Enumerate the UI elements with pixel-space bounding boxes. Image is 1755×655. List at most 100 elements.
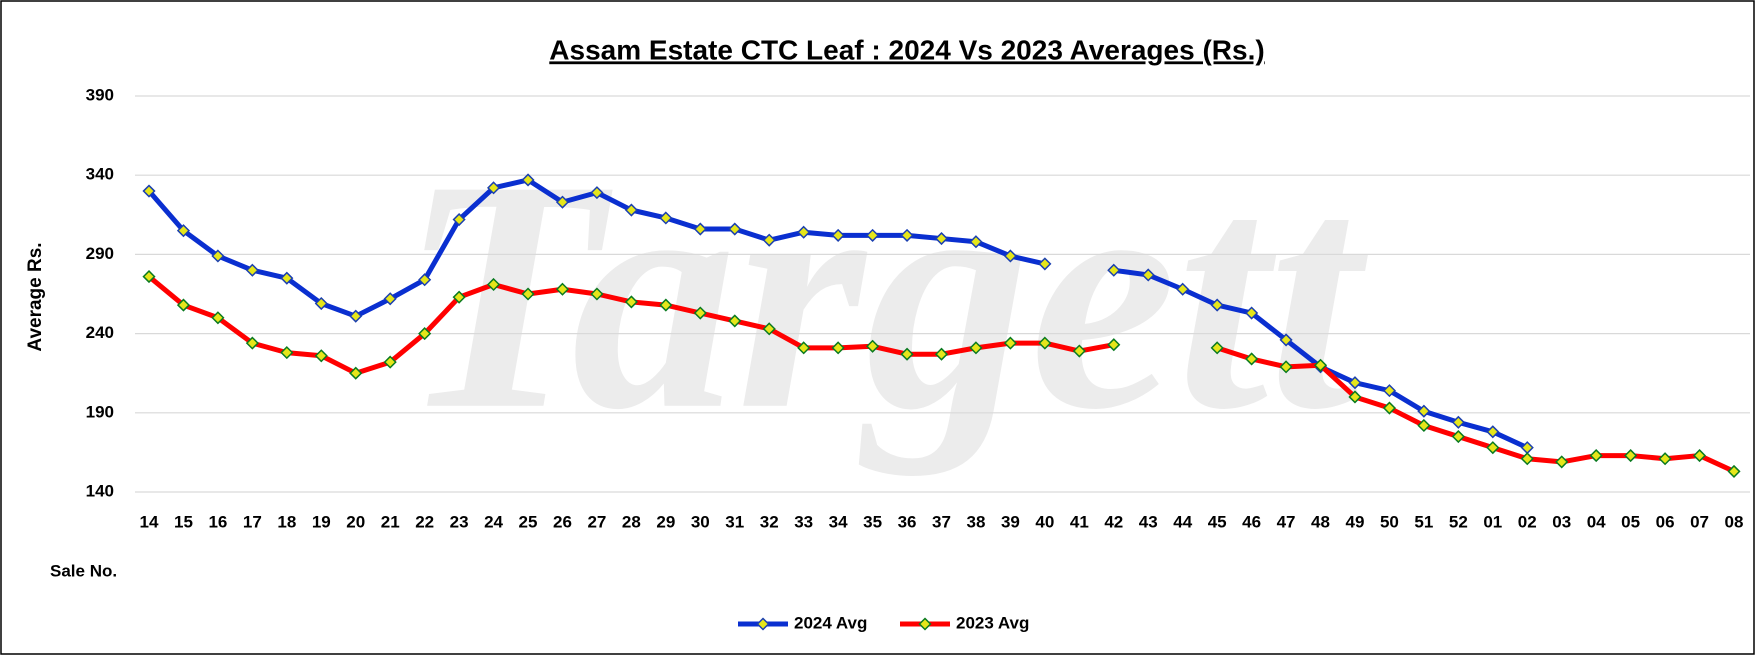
marker (521, 287, 535, 301)
x-tick-label: 21 (381, 512, 400, 531)
x-tick-label: 42 (1104, 512, 1123, 531)
marker (1279, 333, 1293, 347)
marker (1141, 268, 1155, 282)
x-tick-label: 28 (622, 512, 641, 531)
marker (418, 327, 432, 341)
marker (969, 235, 983, 249)
x-tick-label: 16 (208, 512, 227, 531)
marker (245, 336, 259, 350)
chart-title: Assam Estate CTC Leaf : 2024 Vs 2023 Ave… (549, 34, 1264, 65)
marker (1486, 425, 1500, 439)
marker (1313, 358, 1328, 372)
marker (383, 292, 397, 306)
marker (1382, 401, 1396, 415)
marker (934, 347, 949, 361)
marker (866, 339, 880, 353)
x-tick-label: 47 (1277, 512, 1296, 531)
x-tick-label: 06 (1656, 512, 1675, 531)
marker (1176, 282, 1190, 296)
marker (1486, 441, 1500, 455)
marker (762, 322, 776, 336)
marker (383, 355, 397, 369)
marker (1210, 298, 1224, 312)
x-tick-label: 37 (932, 512, 951, 531)
marker (831, 228, 845, 242)
x-tick-label: 48 (1311, 512, 1330, 531)
marker (728, 222, 742, 236)
marker (1072, 344, 1086, 358)
x-tick-label: 18 (277, 512, 296, 531)
x-tick-label: 32 (760, 512, 779, 531)
marker (1245, 306, 1259, 320)
marker (1417, 418, 1431, 433)
marker (1003, 249, 1017, 263)
legend-label: 2023 Avg (956, 613, 1029, 632)
y-tick-label: 390 (86, 85, 114, 104)
marker (418, 273, 432, 287)
x-tick-label: 08 (1725, 512, 1744, 531)
y-axis-label: Average Rs. (25, 242, 46, 351)
x-tick-label: 31 (725, 512, 744, 531)
x-tick-label: 35 (863, 512, 882, 531)
marker (1107, 338, 1121, 352)
y-tick-label: 340 (86, 165, 114, 184)
x-tick-label: 04 (1587, 512, 1606, 531)
marker (349, 309, 363, 323)
legend-marker (756, 617, 770, 631)
marker (590, 186, 604, 200)
marker (1348, 376, 1362, 390)
marker (487, 181, 501, 195)
y-tick-label: 190 (86, 402, 114, 421)
watermark: Targett (400, 113, 1371, 478)
x-tick-label: 45 (1208, 512, 1227, 531)
x-tick-label: 39 (1001, 512, 1020, 531)
marker (452, 212, 466, 227)
marker (142, 184, 156, 198)
marker (934, 231, 949, 246)
legend-label: 2024 Avg (794, 613, 867, 632)
x-tick-label: 05 (1621, 512, 1640, 531)
marker (693, 222, 707, 236)
marker (452, 290, 466, 304)
marker (1038, 257, 1052, 271)
x-tick-label: 52 (1449, 512, 1468, 531)
marker (624, 203, 638, 217)
marker (831, 341, 845, 355)
x-tick-label: 07 (1690, 512, 1709, 531)
x-tick-label: 23 (450, 512, 469, 531)
marker (142, 270, 156, 284)
marker (211, 311, 225, 325)
x-tick-label: 15 (174, 512, 193, 531)
x-tick-label: 27 (587, 512, 606, 531)
marker (693, 306, 707, 320)
x-tick-label: 38 (966, 512, 985, 531)
marker (1382, 384, 1396, 398)
marker (624, 295, 638, 309)
marker (211, 249, 225, 263)
marker (1279, 360, 1293, 374)
marker (590, 287, 604, 301)
marker (1727, 464, 1741, 478)
marker (487, 277, 501, 292)
x-tick-label: 17 (243, 512, 262, 531)
marker (900, 228, 914, 242)
marker (1038, 336, 1052, 350)
x-axis-label: Sale No. (50, 561, 117, 580)
marker (866, 228, 880, 242)
marker (555, 195, 570, 209)
marker (728, 314, 742, 328)
marker (176, 298, 191, 312)
marker (797, 225, 811, 239)
x-tick-label: 25 (519, 512, 538, 531)
marker (349, 366, 363, 380)
legend-marker (918, 617, 932, 631)
x-tick-label: 36 (898, 512, 917, 531)
x-tick-label: 50 (1380, 512, 1399, 531)
x-tick-label: 30 (691, 512, 710, 531)
x-tick-label: 46 (1242, 512, 1261, 531)
x-tick-label: 22 (415, 512, 434, 531)
x-tick-label: 34 (829, 512, 848, 531)
marker (521, 173, 535, 187)
y-tick-label: 140 (86, 481, 114, 500)
x-tick-label: 20 (346, 512, 365, 531)
